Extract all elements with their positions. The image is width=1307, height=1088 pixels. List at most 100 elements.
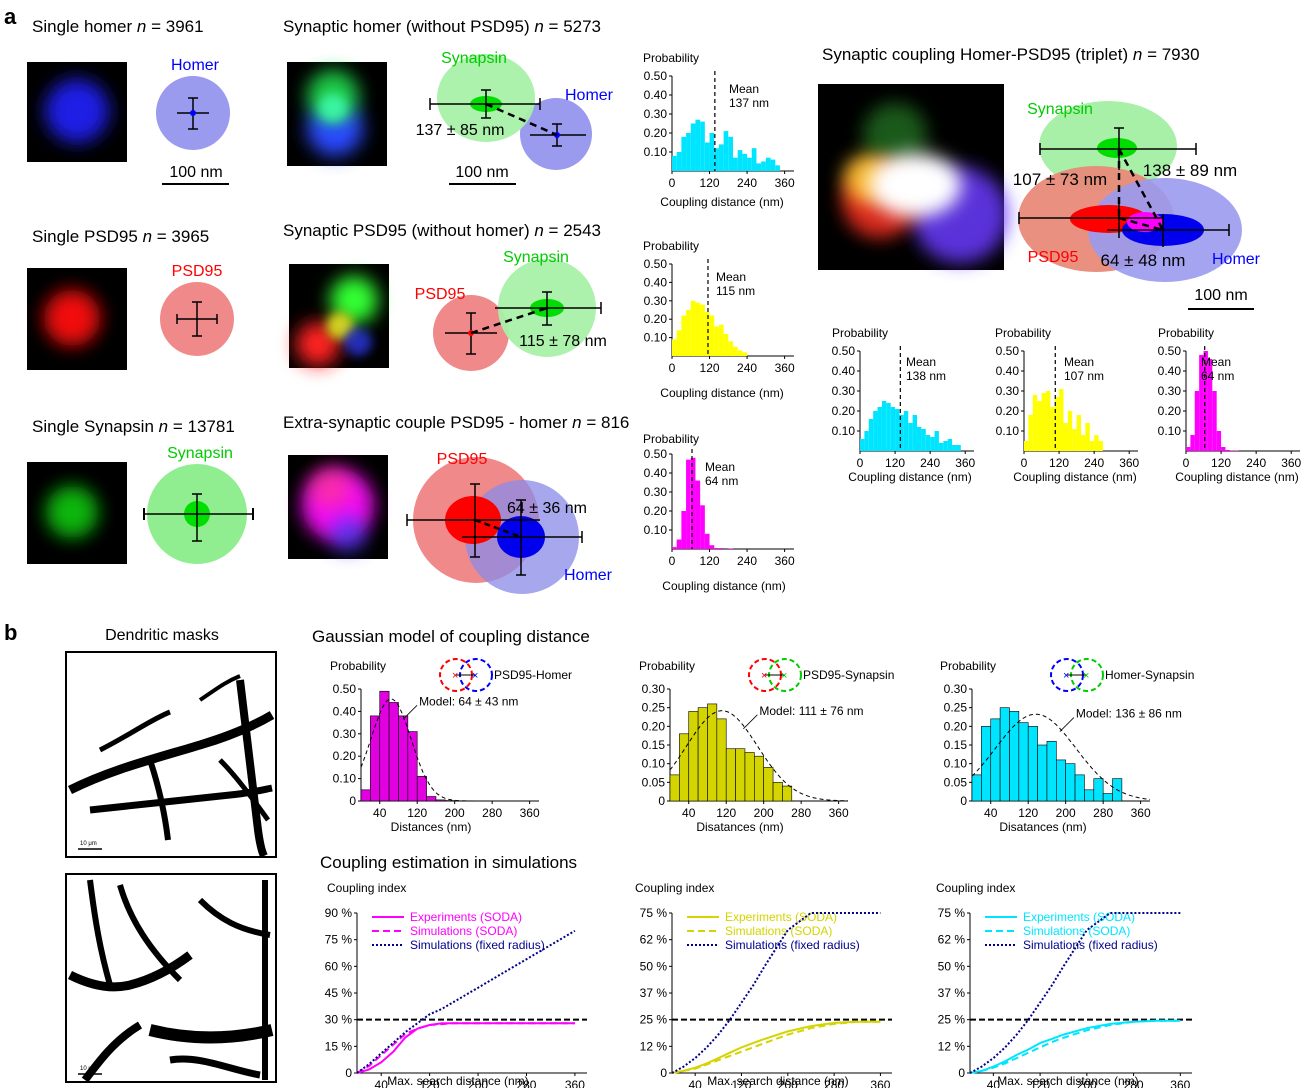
- y-tick-label: 0.20: [944, 719, 968, 733]
- histogram-bar: [719, 548, 724, 549]
- legend-label: Simulations (fixed radius): [725, 938, 860, 952]
- y-axis-label: Probability: [643, 51, 699, 65]
- histogram-bar: [1066, 764, 1075, 801]
- y-tick-label: 0.40: [644, 88, 668, 102]
- y-tick-label: 0.10: [996, 424, 1020, 438]
- histogram-bar: [1068, 411, 1072, 451]
- x-tick-label: 200: [1056, 806, 1076, 820]
- x-tick-label: 280: [824, 1078, 844, 1088]
- single-synapsin-model: [144, 464, 253, 564]
- series-line: [357, 1023, 575, 1073]
- series-line: [970, 1021, 1180, 1073]
- y-tick-label: 0.20: [832, 404, 856, 418]
- y-tick-label: 0.30: [642, 682, 666, 696]
- histogram-bar: [752, 148, 757, 171]
- y-tick-label: 25 %: [640, 1013, 668, 1027]
- model-label: Model: 136 ± 86 nm: [1076, 707, 1182, 721]
- x-tick-label: 40: [373, 806, 387, 820]
- y-tick-label: 0.15: [944, 738, 968, 752]
- extra-distance: 64 ± 36 nm: [507, 500, 587, 517]
- histogram-bar: [860, 439, 864, 451]
- y-tick-label: 0.30: [644, 485, 668, 499]
- y-tick-label: 0.40: [832, 364, 856, 378]
- x-tick-label: 0: [669, 176, 676, 190]
- histogram-bar: [1059, 389, 1063, 451]
- x-tick-label: 120: [1049, 456, 1069, 470]
- extra-label-b: Homer: [564, 567, 613, 584]
- histogram-bar: [1038, 745, 1047, 801]
- histogram-bar: [695, 303, 700, 356]
- histogram-bar: [1190, 435, 1194, 451]
- x-tick-label: 360: [775, 176, 795, 190]
- legend-cross-b: ×: [472, 670, 478, 682]
- histogram-bar: [766, 158, 771, 171]
- x-tick-label: 360: [829, 806, 849, 820]
- legend-label: PSD95-Homer: [494, 668, 572, 682]
- histogram-bar: [681, 316, 686, 356]
- histogram-bar: [930, 437, 934, 451]
- scale-bar-label: 100 nm: [455, 164, 508, 181]
- histogram-bar: [691, 301, 696, 356]
- y-tick-label: 37 %: [640, 986, 668, 1000]
- histogram-bar: [733, 158, 738, 171]
- histogram-bar: [1046, 391, 1050, 451]
- x-tick-label: 200: [445, 806, 465, 820]
- y-tick-label: 0.30: [644, 107, 668, 121]
- x-tick-label: 360: [870, 1078, 890, 1088]
- y-tick-label: 0.30: [333, 727, 357, 741]
- histogram-bar: [695, 481, 700, 549]
- histogram-bar: [1047, 741, 1056, 801]
- mean-value-label: 64 nm: [705, 474, 738, 488]
- histogram-bar: [691, 124, 696, 172]
- x-tick-label: 40: [688, 1078, 702, 1088]
- y-tick-label: 0.30: [1158, 384, 1182, 398]
- histogram-bar: [1056, 760, 1065, 801]
- x-tick-label: 120: [420, 1078, 440, 1088]
- single-homer-model: [156, 76, 230, 150]
- triplet-image: [818, 84, 1008, 270]
- x-tick-label: 40: [987, 1078, 1001, 1088]
- y-tick-label: 90 %: [325, 906, 353, 920]
- x-tick-label: 200: [468, 1078, 488, 1088]
- x-tick-label: 200: [1077, 1078, 1097, 1088]
- x-tick-label: 360: [565, 1078, 585, 1088]
- syn-psd95-label-b: PSD95: [415, 286, 466, 303]
- syn-homer-distance: 137 ± 85 nm: [416, 122, 505, 139]
- y-tick-label: 0.20: [642, 719, 666, 733]
- histogram-bar: [1000, 708, 1009, 801]
- x-tick-label: 360: [955, 456, 975, 470]
- histogram-bar: [672, 339, 677, 356]
- dendritic-mask-1: 10 μm: [66, 652, 276, 857]
- y-tick-label: 50 %: [938, 959, 966, 973]
- y-axis-label: Probability: [832, 326, 888, 340]
- histogram-bar: [1084, 790, 1093, 801]
- histogram-bar: [677, 330, 682, 356]
- single-homer-marker: Homer: [171, 57, 220, 74]
- legend-cross-a: ×: [1063, 670, 1069, 682]
- histogram-bar: [427, 797, 436, 801]
- x-tick-label: 120: [1211, 456, 1231, 470]
- y-tick-label: 15 %: [325, 1039, 353, 1053]
- x-axis-label: Coupling distance (nm): [660, 195, 783, 209]
- syn-psd95-distance: 115 ± 78 nm: [519, 333, 607, 350]
- y-tick-label: 0.30: [996, 384, 1020, 398]
- syn-homer-model: [430, 54, 592, 170]
- dendritic-mask-2: 10 μm: [66, 874, 276, 1082]
- histogram-bar: [1090, 441, 1094, 451]
- x-tick-label: 40: [682, 806, 696, 820]
- syn-homer-image: [287, 62, 387, 166]
- mean-label: Mean: [716, 270, 746, 284]
- x-tick-label: 0: [1021, 456, 1028, 470]
- histogram-bar: [878, 407, 882, 451]
- histogram-bar: [389, 702, 398, 801]
- histogram-bar: [991, 719, 1000, 801]
- y-axis-label: Probability: [940, 659, 996, 673]
- y-tick-label: 0.30: [944, 682, 968, 696]
- y-tick-label: 0.05: [642, 775, 666, 789]
- legend-label: Simulations (fixed radius): [410, 938, 545, 952]
- y-tick-label: 0.20: [644, 312, 668, 326]
- histogram-bar: [952, 445, 956, 451]
- y-tick-label: 0.10: [642, 757, 666, 771]
- histogram-bar: [1217, 431, 1221, 451]
- histogram-bar: [1075, 775, 1084, 801]
